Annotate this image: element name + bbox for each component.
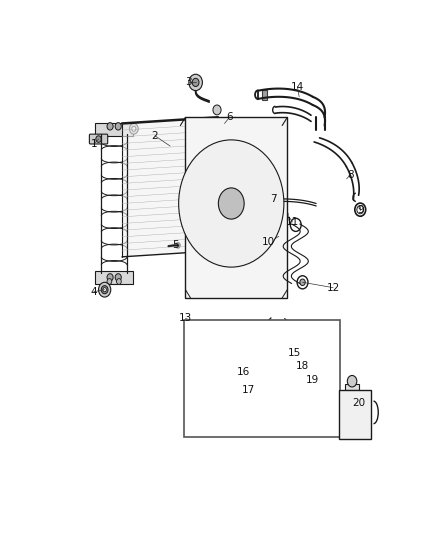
Bar (95, 123, 133, 136)
FancyBboxPatch shape (270, 194, 279, 204)
Circle shape (129, 124, 138, 134)
Text: 11: 11 (286, 217, 299, 227)
Circle shape (216, 218, 223, 226)
Circle shape (214, 117, 220, 126)
Circle shape (293, 359, 301, 369)
Text: 3: 3 (186, 77, 192, 87)
Circle shape (216, 158, 223, 166)
Text: 12: 12 (326, 282, 340, 293)
Bar (346, 424, 363, 426)
Text: 6: 6 (226, 112, 233, 122)
Circle shape (216, 189, 223, 197)
Circle shape (176, 243, 180, 248)
Circle shape (216, 130, 223, 138)
Text: 10: 10 (262, 238, 275, 247)
Bar (348, 432, 361, 434)
Text: 8: 8 (347, 170, 353, 180)
Text: 18: 18 (296, 361, 309, 370)
Circle shape (226, 364, 236, 375)
Text: 1: 1 (91, 139, 97, 149)
Text: 9: 9 (357, 205, 364, 215)
Circle shape (192, 78, 199, 86)
Text: 16: 16 (237, 367, 250, 377)
FancyBboxPatch shape (280, 213, 288, 221)
Polygon shape (122, 117, 218, 257)
Circle shape (219, 389, 229, 402)
Bar (185, 117, 287, 298)
Circle shape (107, 279, 112, 284)
FancyBboxPatch shape (89, 134, 108, 144)
Bar (339, 390, 371, 440)
Circle shape (101, 286, 108, 294)
Text: 15: 15 (287, 348, 301, 358)
Text: 7: 7 (270, 195, 277, 204)
Text: 17: 17 (242, 385, 255, 395)
Circle shape (115, 273, 121, 281)
Circle shape (189, 74, 202, 91)
Circle shape (229, 367, 233, 373)
Circle shape (115, 123, 121, 130)
Text: 2: 2 (152, 131, 158, 141)
Polygon shape (221, 318, 286, 384)
Circle shape (219, 188, 244, 219)
Bar (345, 384, 360, 390)
Circle shape (300, 279, 305, 286)
Bar (262, 90, 267, 100)
Circle shape (216, 232, 223, 240)
Polygon shape (202, 359, 233, 414)
Circle shape (179, 140, 284, 267)
Circle shape (103, 288, 106, 292)
Text: 13: 13 (179, 313, 192, 324)
Polygon shape (273, 319, 306, 372)
Circle shape (96, 136, 101, 142)
Bar (184, 320, 340, 438)
Circle shape (351, 409, 358, 417)
Text: 5: 5 (172, 239, 179, 249)
Circle shape (347, 375, 357, 387)
Circle shape (132, 126, 136, 131)
Circle shape (213, 105, 221, 115)
Text: 19: 19 (306, 375, 319, 385)
Circle shape (216, 144, 223, 152)
Circle shape (117, 279, 121, 284)
Bar (340, 403, 369, 432)
Text: 20: 20 (352, 398, 365, 408)
Circle shape (216, 204, 223, 212)
Bar (345, 420, 364, 422)
Bar (347, 428, 362, 431)
Circle shape (216, 175, 223, 183)
Text: 14: 14 (291, 82, 304, 92)
Text: 4: 4 (91, 287, 97, 297)
Bar (95, 271, 133, 284)
Polygon shape (287, 370, 312, 402)
Circle shape (221, 392, 226, 399)
Circle shape (107, 123, 113, 130)
Circle shape (107, 273, 113, 281)
Circle shape (99, 282, 111, 297)
Circle shape (276, 325, 284, 335)
